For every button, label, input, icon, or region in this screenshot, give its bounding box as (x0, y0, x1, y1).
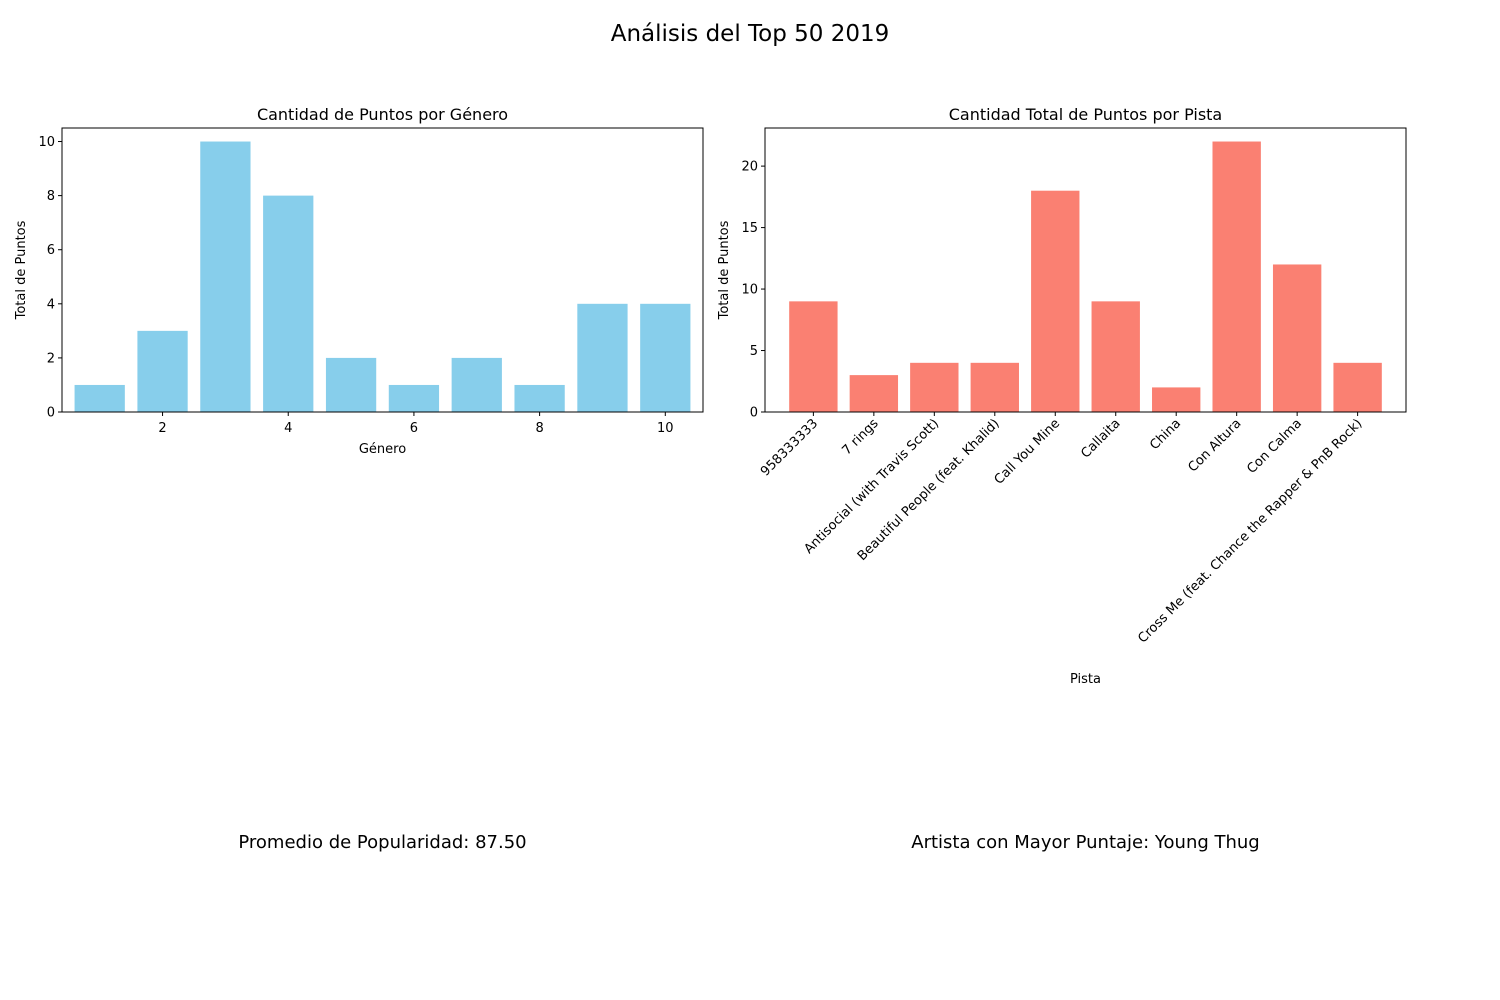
track-x-tick-label: China (1147, 416, 1184, 453)
genre-y-tick-label: 2 (47, 351, 55, 366)
genre-x-tick-label: 4 (284, 421, 292, 436)
track-bar (1272, 264, 1322, 412)
genre-y-tick-label: 0 (47, 406, 55, 421)
track-points-chart: Cantidad Total de Puntos por Pista 0 5 10 1… (717, 105, 1407, 687)
track-x-tick-label: Con Altura (1185, 416, 1244, 475)
genre-x-tick-label: 6 (410, 421, 418, 436)
genre-bar (640, 303, 691, 412)
top-artist-text: Artista con Mayor Puntaje: Young Thug (911, 832, 1259, 853)
track-x-tick-label: 958333333 (758, 416, 821, 479)
track-plot-frame (764, 127, 1407, 413)
track-bar (910, 362, 959, 412)
genre-y-tick-label: 8 (47, 189, 55, 204)
genre-x-tick-label: 2 (158, 421, 166, 436)
genre-bar (263, 195, 314, 412)
genre-bar (325, 357, 377, 412)
track-chart-title: Cantidad Total de Puntos por Pista (949, 105, 1222, 124)
genre-bar (200, 141, 251, 412)
track-bar (1091, 301, 1140, 412)
track-bars (789, 141, 1382, 412)
track-y-axis-label: Total de Puntos (717, 220, 732, 320)
track-bar (789, 301, 838, 412)
genre-bar (577, 303, 628, 412)
figure-title: Análisis del Top 50 2019 (611, 21, 890, 47)
track-bar (1333, 362, 1382, 412)
genre-x-ticks: 2 4 6 8 10 (158, 412, 674, 436)
track-bar (970, 362, 1019, 412)
genre-plot-frame (61, 127, 704, 413)
track-y-tick-label: 15 (741, 221, 758, 236)
track-x-tick-label: 7 rings (840, 416, 882, 458)
track-bar (1212, 141, 1261, 412)
track-y-tick-label: 10 (741, 283, 758, 298)
popularity-average-text: Promedio de Popularidad: 87.50 (238, 832, 526, 853)
genre-bar (137, 330, 188, 412)
genre-bar (388, 384, 440, 412)
genre-y-tick-label: 4 (47, 297, 55, 312)
track-x-tick-label: Con Calma (1244, 416, 1305, 477)
track-x-tick-label: Cross Me (feat. Chance the Rapper & PnB … (1135, 416, 1365, 646)
track-y-tick-label: 20 (741, 160, 758, 175)
track-y-ticks: 0 5 10 15 20 (741, 160, 765, 421)
genre-y-axis-label: Total de Puntos (14, 220, 29, 320)
genre-x-axis-label: Género (359, 442, 406, 457)
genre-x-tick-label: 10 (657, 421, 674, 436)
track-x-axis-label: Pista (1070, 672, 1101, 687)
track-bar (849, 375, 899, 412)
genre-bar (451, 357, 502, 412)
genre-bar (514, 384, 565, 412)
genre-bar (74, 384, 125, 412)
genre-y-ticks: 0 2 4 6 8 10 (38, 135, 62, 421)
track-y-tick-label: 5 (750, 344, 758, 359)
genre-points-chart: Cantidad de Puntos por Género 0 2 4 6 8 10 2 4… (14, 105, 704, 457)
track-y-tick-label: 0 (750, 406, 758, 421)
track-x-tick-label: Callaita (1078, 416, 1123, 461)
genre-y-tick-label: 10 (38, 135, 55, 150)
genre-x-tick-label: 8 (535, 421, 543, 436)
genre-bars (74, 141, 691, 412)
track-bar (1152, 387, 1201, 412)
genre-y-tick-label: 6 (47, 243, 55, 258)
genre-chart-title: Cantidad de Puntos por Género (257, 105, 508, 124)
track-bar (1031, 190, 1080, 412)
